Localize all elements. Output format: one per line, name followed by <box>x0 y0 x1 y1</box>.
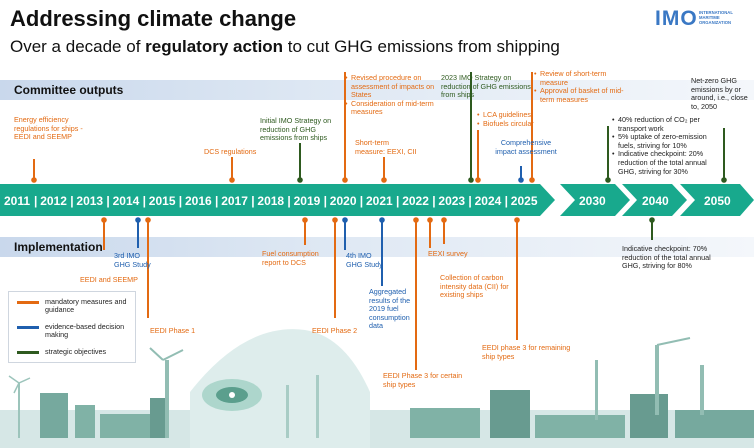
timeline-milestone-2040: 2040 <box>642 194 669 208</box>
impl-fuel-consumption-report: Fuel consumption report to DCS <box>262 249 319 267</box>
timeline-year-2022: 2022 <box>402 194 429 208</box>
timeline-separator: | <box>106 194 109 208</box>
committee-eedi-seemp: Energy efficiency regulations for ships … <box>14 115 83 142</box>
impl-4th-ghg-study: 4th IMO GHG Study <box>346 251 383 269</box>
timeline-separator: | <box>287 194 290 208</box>
committee-bullet: LCA guidelines <box>477 110 557 120</box>
timeline-year-2012: 2012 <box>40 194 67 208</box>
timeline-year-2021: 2021 <box>366 194 393 208</box>
impl-eedi-phase-1: EEDI Phase 1 <box>150 326 196 335</box>
subtitle-bold: regulatory action <box>145 37 284 56</box>
impl-eedi-seemp: EEDI and SEEMP <box>80 275 138 284</box>
committee-bullet: Review of short-term measure <box>534 69 624 87</box>
timeline-separator: | <box>468 194 471 208</box>
timeline-year-2023: 2023 <box>438 194 465 208</box>
timeline-separator: | <box>215 194 218 208</box>
impl-eedi-phase-3-certain: EEDI Phase 3 for certain ship types <box>383 371 463 389</box>
legend-swatch <box>17 301 39 304</box>
impl-eexi-survey: EEXI survey <box>428 249 468 258</box>
timeline-separator: | <box>432 194 435 208</box>
impl-eedi-phase-3-remaining: EEDI phase 3 for remaining ship types <box>482 343 571 361</box>
timeline-separator: | <box>179 194 182 208</box>
timeline-separator: | <box>143 194 146 208</box>
implementation-band: Implementation <box>0 237 754 257</box>
legend: mandatory measures and guidance evidence… <box>8 291 136 363</box>
committee-2030-targets: 40% reduction of CO₂ per transport work … <box>612 115 724 176</box>
legend-label: mandatory measures and guidance <box>45 297 127 315</box>
imo-logo: IMO INTERNATIONAL MARITIME ORGANIZATION <box>655 7 750 30</box>
committee-short-term-measure: Short-term measure: EEXI, CII <box>355 138 417 156</box>
implementation-label: Implementation <box>14 240 103 254</box>
committee-bullet: Biofuels circular <box>477 119 557 129</box>
timeline-separator: | <box>324 194 327 208</box>
timeline-milestone-2050: 2050 <box>704 194 731 208</box>
legend-swatch <box>17 326 39 329</box>
committee-bullet: Revised procedure on assessment of impac… <box>345 73 443 100</box>
timeline-year-2013: 2013 <box>76 194 103 208</box>
logo-text: INTERNATIONAL MARITIME ORGANIZATION <box>699 10 733 25</box>
timeline-separator: | <box>251 194 254 208</box>
timeline-year-2011: 2011 <box>4 194 30 208</box>
committee-impact-assessment: Comprehensive impact assessment <box>495 138 557 156</box>
timeline-separator: | <box>34 194 37 208</box>
year-labels: 2011 | 2012 | 2013 | 2014 | 2015 | 2016 | 2017 | 2018 |… <box>4 194 538 208</box>
timeline-milestone-2030: 2030 <box>579 194 606 208</box>
subtitle-post: to cut GHG emissions from shipping <box>283 37 560 56</box>
legend-swatch <box>17 351 39 354</box>
impl-aggregated-results: Aggregated results of the 2019 fuel cons… <box>369 287 411 331</box>
committee-bullet: Indicative checkpoint: 20% reduction of … <box>612 150 724 176</box>
committee-bullet: 40% reduction of CO₂ per transport work <box>612 115 724 133</box>
logo-mark: IMO <box>655 7 698 30</box>
committee-initial-strategy: Initial IMO Strategy on reduction of GHG… <box>260 116 332 143</box>
committee-revised-procedure: Revised procedure on assessment of impac… <box>345 73 443 117</box>
committee-net-zero: Net-zero GHG emissions by or around, i.e… <box>691 76 748 111</box>
page-subtitle: Over a decade of regulatory action to cu… <box>10 37 560 57</box>
committee-dcs-regulations: DCS regulations <box>204 147 257 156</box>
impl-2040-checkpoint: Indicative checkpoint: 70% reduction of … <box>622 244 711 271</box>
page-title: Addressing climate change <box>10 6 297 31</box>
port-scenery <box>0 329 754 448</box>
timeline-year-2025: 2025 <box>511 194 538 208</box>
committee-bullet: 5% uptake of zero-emission fuels, strivi… <box>612 132 724 150</box>
committee-2023-strategy: 2023 IMO Strategy on reduction of GHG em… <box>441 73 531 100</box>
timeline-year-2018: 2018 <box>257 194 284 208</box>
timeline-separator: | <box>505 194 508 208</box>
timeline-bar <box>0 184 754 216</box>
timeline-year-2020: 2020 <box>330 194 357 208</box>
subtitle-pre: Over a decade of <box>10 37 146 56</box>
legend-label: strategic objectives <box>45 347 107 356</box>
committee-bullet: Approval of basket of mid-term measures <box>534 86 624 104</box>
impl-eedi-phase-2: EEDI Phase 2 <box>312 326 358 335</box>
impl-cii-collection: Collection of carbon intensity data (CII… <box>440 273 509 300</box>
timeline-separator: | <box>70 194 73 208</box>
timeline-year-2024: 2024 <box>475 194 502 208</box>
timeline-year-2017: 2017 <box>221 194 248 208</box>
committee-lca-biofuels: LCA guidelines Biofuels circular <box>477 110 557 129</box>
committee-review-short-term: Review of short-term measure Approval of… <box>534 69 624 104</box>
committee-bullet: Consideration of mid-term measures <box>345 99 443 117</box>
timeline-separator: | <box>360 194 363 208</box>
legend-label: evidence-based decision making <box>45 322 125 340</box>
impl-3rd-ghg-study: 3rd IMO GHG Study <box>114 251 151 269</box>
timeline-year-2016: 2016 <box>185 194 212 208</box>
timeline-year-2014: 2014 <box>113 194 140 208</box>
timeline-separator: | <box>396 194 399 208</box>
timeline-year-2019: 2019 <box>294 194 321 208</box>
committee-outputs-label: Committee outputs <box>14 83 124 97</box>
milestone-labels: 2030 2040 2050 <box>579 194 731 208</box>
timeline-year-2015: 2015 <box>149 194 176 208</box>
